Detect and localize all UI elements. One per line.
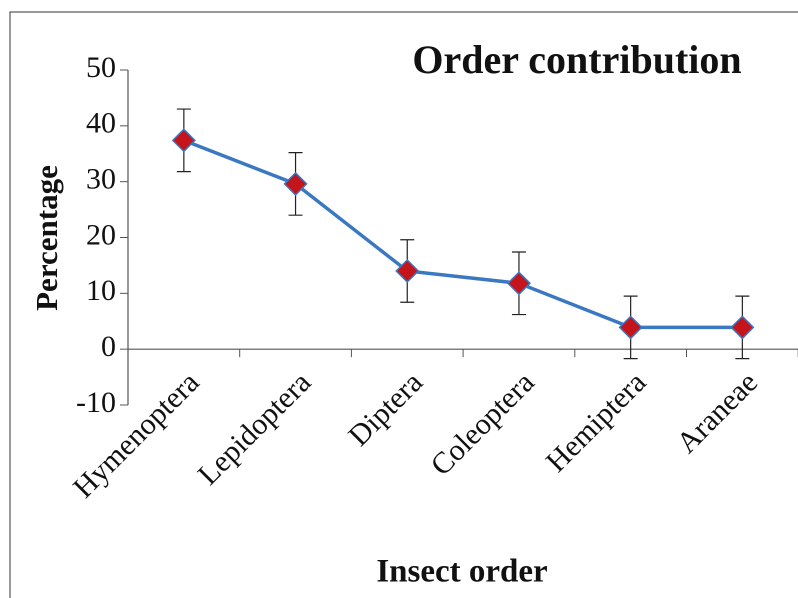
y-tick-label: 50 [86,51,116,84]
y-tick-label: 0 [101,330,116,363]
frame [9,11,798,598]
y-tick-label: -10 [76,386,116,419]
marker [395,258,420,284]
x-tick-label: Araneae [670,366,764,460]
x-tick-label: Diptera [342,366,429,453]
y-tick-label: 40 [86,107,116,140]
x-axis-label: Insect order [376,554,547,590]
marker [283,171,308,196]
y-tick-label: 20 [86,218,116,251]
marker [171,128,196,153]
x-tick-label: Lepidoptera [192,366,318,492]
y-tick-label: 30 [86,163,116,196]
marker [730,315,755,340]
y-axis-label: Percentage [29,165,64,311]
x-tick-label: Coleoptera [424,366,540,482]
marker [618,315,643,340]
x-tick-label: Hemiptera [540,366,653,479]
line [183,138,743,330]
marker [506,271,532,296]
chart-title: Order contribution [412,37,741,82]
y-tick-label: 10 [86,274,116,307]
